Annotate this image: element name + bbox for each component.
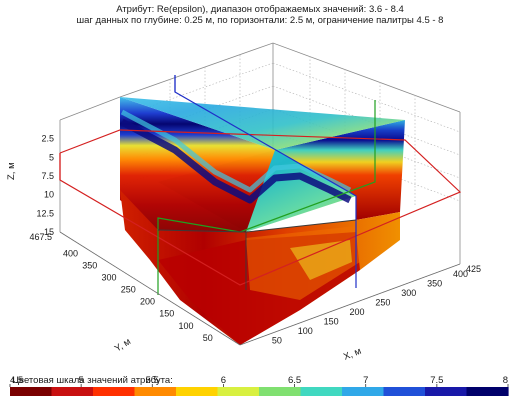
z-tick-label: 2.5 [41,134,54,144]
y-tick-label: 350 [82,260,97,270]
colorbar-segment [51,387,94,396]
slice-outline-x [59,129,462,286]
z-axis-label: Z, м [6,162,17,180]
x-tick-label: 400 [453,269,468,279]
x-axis-label: X, м [342,346,363,363]
y-tick-label: 50 [203,333,213,343]
colorbar-tick-label: 6 [221,375,226,386]
colorbar-segment [10,387,53,396]
y-tick-label: 150 [159,309,174,319]
x-tick-label: 300 [401,288,416,298]
colorbar-segment [466,387,509,396]
y-tick-label: 200 [140,297,155,307]
y-tick-label: 400 [63,248,78,258]
volume-body-yellow [290,240,352,280]
chart-title-line-2: шаг данных по глубине: 0.25 м, по горизо… [76,15,444,26]
x-tick-label: 200 [350,307,365,317]
colorbar-segment [425,387,468,396]
y-axis-label: Y, м [113,336,133,354]
z-tick-label: 10 [44,190,54,200]
x-tick-label: 350 [427,278,442,288]
z-tick-label: 15 [44,227,54,237]
colorbar-label: Цветовая шкала значений атрибута: [12,375,173,386]
colorbar-tick-label: 8 [503,375,508,386]
back-wall-right [275,120,405,220]
colorbar-tick-label: 7 [363,375,368,386]
z-tick-label: 5 [49,152,54,162]
x-tick-label: 250 [375,297,390,307]
z-tick-label: 7.5 [41,171,54,181]
colorbar-segment [93,387,136,396]
y-tick-label: 300 [101,272,116,282]
y-tick-label: 100 [178,321,193,331]
x-tick-label: 150 [324,316,339,326]
y-tick-label: 467.5 [29,232,52,242]
x-tick-label: 425 [466,264,481,274]
colorbar-segment [259,387,302,396]
colorbar-segment [300,387,343,396]
colorbar-segment [383,387,426,396]
x-tick-label: 50 [272,335,282,345]
bounding-box-front [59,231,461,346]
colorbar-segment [176,387,219,396]
colorbar-segment [342,387,385,396]
top-slice [120,97,405,150]
volume-edges [157,219,357,290]
colorbar-segment [217,387,260,396]
colorbar-tick-label: 6.5 [288,375,301,386]
chart-title-line-1: Атрибут: Re(epsilon), диапазон отображае… [116,4,404,15]
slice-outline-y [174,75,357,288]
colorbar-tick-label: 7.5 [430,375,443,386]
z-tick-label: 12.5 [36,208,54,218]
blue-band [120,118,352,204]
x-tick-label: 100 [298,326,313,336]
y-tick-label: 250 [121,285,136,295]
colorbar-segment [134,387,177,396]
